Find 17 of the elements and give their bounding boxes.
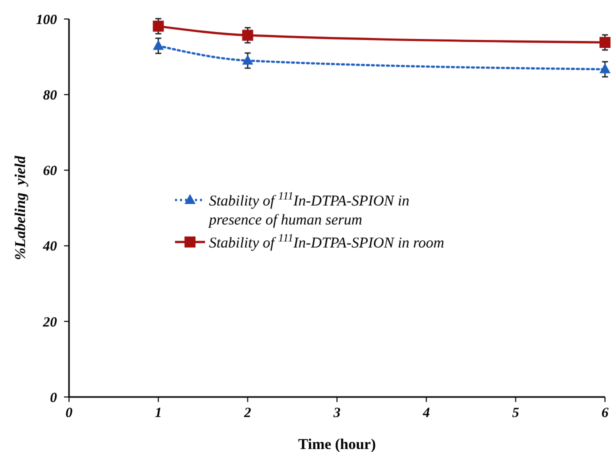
- x-tick-label: 0: [66, 406, 72, 421]
- x-tick-label: 3: [332, 406, 340, 421]
- x-tick-label: 2: [243, 406, 252, 421]
- y-tick-label: 80: [43, 88, 57, 104]
- y-tick-label: 100: [36, 12, 57, 28]
- x-tick-label: 5: [512, 406, 520, 421]
- y-tick-label: 40: [42, 240, 57, 255]
- x-axis-title: Time (hour): [298, 437, 376, 452]
- legend-label: Stability of $^{111}$In-DTPA-SPION in presence of human serum: [208, 190, 410, 228]
- x-tick-label: 4: [422, 406, 430, 421]
- y-axis-title: %Labeling yield: [13, 155, 29, 260]
- x-tick-label: 1: [154, 406, 162, 421]
- y-tick-label: 60: [43, 164, 57, 180]
- y-tick-label: 0: [50, 390, 57, 406]
- x-tick-label: 6: [602, 406, 608, 421]
- y-tick-label: 20: [42, 315, 57, 330]
- legend-label: Stability of $^{111}$In-DTPA-SPION in room: [209, 232, 444, 252]
